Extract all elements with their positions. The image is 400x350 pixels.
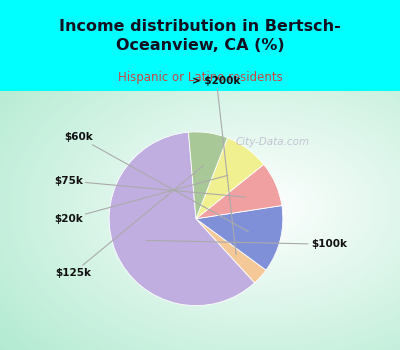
Text: Income distribution in Bertsch-
Oceanview, CA (%): Income distribution in Bertsch- Oceanvie… bbox=[59, 19, 341, 52]
Text: $60k: $60k bbox=[64, 132, 248, 232]
Text: $75k: $75k bbox=[54, 176, 245, 197]
Wedge shape bbox=[196, 164, 282, 219]
Wedge shape bbox=[188, 132, 228, 219]
Text: Hispanic or Latino residents: Hispanic or Latino residents bbox=[118, 71, 282, 84]
Text: $20k: $20k bbox=[54, 175, 228, 224]
Text: > $200k: > $200k bbox=[192, 76, 241, 255]
Wedge shape bbox=[196, 219, 266, 283]
Wedge shape bbox=[196, 205, 283, 270]
Wedge shape bbox=[109, 132, 255, 306]
Wedge shape bbox=[196, 138, 264, 219]
Text: $125k: $125k bbox=[55, 166, 204, 278]
Text: $100k: $100k bbox=[147, 239, 347, 249]
Text: City-Data.com: City-Data.com bbox=[236, 137, 310, 147]
